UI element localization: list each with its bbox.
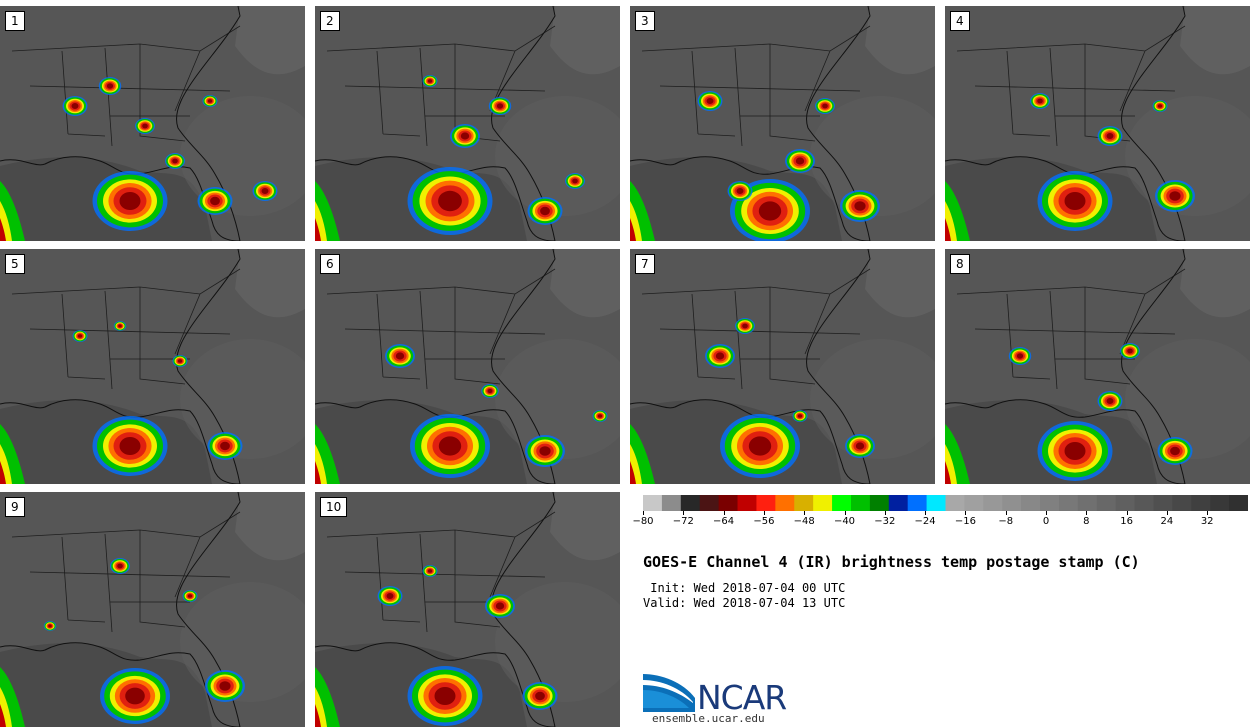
colorbar-tick-label: −56 (753, 516, 775, 527)
colorbar-swatch (945, 495, 965, 511)
colorbar-swatch (756, 495, 776, 511)
colorbar-swatch (964, 495, 984, 511)
colorbar-tick-label: 32 (1200, 516, 1214, 527)
panel-label: 3 (635, 11, 655, 31)
stamp-panel-8: 8 (945, 249, 1250, 484)
panel-label: 5 (5, 254, 25, 274)
colorbar-swatch (850, 495, 871, 511)
ir-satellite-map (945, 249, 1250, 484)
colorbar-swatch (869, 495, 890, 511)
colorbar (643, 495, 1248, 511)
ncar-wordmark: NCAR (697, 678, 787, 717)
colorbar-swatch (1210, 495, 1230, 511)
colorbar-tick-label: 24 (1160, 516, 1174, 527)
colorbar-swatch (1077, 495, 1098, 511)
colorbar-tick-label: 8 (1083, 516, 1090, 527)
panel-label: 9 (5, 497, 25, 517)
logo-url: ensemble.ucar.edu (652, 712, 765, 725)
colorbar-tick-label: −80 (632, 516, 654, 527)
panel-label: 10 (320, 497, 348, 517)
ir-satellite-map (315, 6, 620, 241)
stamp-panel-4: 4 (945, 6, 1250, 241)
colorbar-swatch (1058, 495, 1079, 511)
panel-label: 1 (5, 11, 25, 31)
colorbar-swatch (832, 495, 852, 511)
ir-satellite-map (315, 492, 620, 727)
colorbar-swatch (643, 495, 663, 511)
colorbar-swatch (699, 495, 720, 511)
colorbar-tick-mark (1005, 511, 1007, 515)
valid-time: Valid: Wed 2018-07-04 13 UTC (643, 596, 846, 610)
colorbar-tick-label: −8 (998, 516, 1014, 527)
colorbar-swatch (775, 495, 795, 511)
colorbar-tick-label: −16 (954, 516, 976, 527)
stamp-panel-9: 9 (0, 492, 305, 727)
colorbar-tick-mark (1207, 511, 1209, 515)
stamp-panel-5: 5 (0, 249, 305, 484)
colorbar-tick-mark (804, 511, 806, 515)
colorbar-tick-label: −40 (833, 516, 856, 527)
stamp-panel-3: 3 (630, 6, 935, 241)
colorbar-swatch (1096, 495, 1117, 511)
colorbar-swatch (888, 495, 909, 511)
colorbar-tick-mark (1166, 511, 1168, 515)
colorbar-tick-mark (1046, 511, 1047, 515)
stamp-panel-10: 10 (315, 492, 620, 727)
ir-satellite-map (945, 6, 1250, 241)
colorbar-tick-mark (1086, 511, 1088, 515)
colorbar-tick-mark (643, 511, 644, 515)
ir-satellite-map (0, 6, 305, 241)
colorbar-tick-mark (925, 511, 927, 515)
colorbar-swatch (907, 495, 928, 511)
stamp-panel-1: 1 (0, 6, 305, 241)
colorbar-swatch (1153, 495, 1173, 511)
colorbar-swatch (1172, 495, 1192, 511)
colorbar-swatch (794, 495, 814, 511)
colorbar-swatch (1002, 495, 1022, 511)
colorbar-swatch (718, 495, 739, 511)
ir-satellite-map (0, 249, 305, 484)
colorbar-swatch (1040, 495, 1060, 511)
stamp-panel-6: 6 (315, 249, 620, 484)
ir-satellite-map (630, 6, 935, 241)
ir-satellite-map (315, 249, 620, 484)
colorbar-swatch (1191, 495, 1211, 511)
colorbar-swatch (737, 495, 757, 511)
colorbar-tick-mark (884, 511, 886, 515)
panel-label: 2 (320, 11, 340, 31)
colorbar-tick-label: −64 (713, 516, 735, 527)
colorbar-swatch (680, 495, 701, 511)
colorbar-tick-label: −72 (672, 516, 694, 527)
panel-label: 6 (320, 254, 340, 274)
colorbar-tick-mark (683, 511, 685, 515)
colorbar-tick-label: −24 (914, 516, 936, 527)
colorbar-swatch (661, 495, 682, 511)
colorbar-tick-label: −48 (793, 516, 815, 527)
ncar-logo-icon (643, 674, 695, 712)
colorbar-swatch (983, 495, 1003, 511)
colorbar-swatch (1115, 495, 1136, 511)
colorbar-swatch (1229, 495, 1248, 511)
colorbar-tick-mark (763, 511, 765, 515)
colorbar-swatch (1134, 495, 1154, 511)
panel-label: 4 (950, 11, 970, 31)
colorbar-tick-mark (965, 511, 967, 515)
colorbar-tick-mark (1126, 511, 1128, 515)
colorbar-tick-mark (723, 511, 725, 515)
colorbar-tick-label: −32 (874, 516, 896, 527)
colorbar-tick-label: 0 (1042, 516, 1050, 527)
ir-satellite-map (0, 492, 305, 727)
panel-label: 8 (950, 254, 970, 274)
colorbar-swatch (813, 495, 833, 511)
colorbar-swatch (1021, 495, 1041, 511)
colorbar-swatch (926, 495, 946, 511)
colorbar-tick-label: 16 (1120, 516, 1133, 527)
stamp-panel-7: 7 (630, 249, 935, 484)
figure-title: GOES-E Channel 4 (IR) brightness temp po… (643, 553, 1140, 571)
colorbar-tick-mark (844, 511, 846, 515)
ir-satellite-map (630, 249, 935, 484)
init-time: Init: Wed 2018-07-04 00 UTC (643, 581, 846, 595)
panel-label: 7 (635, 254, 655, 274)
stamp-panel-2: 2 (315, 6, 620, 241)
